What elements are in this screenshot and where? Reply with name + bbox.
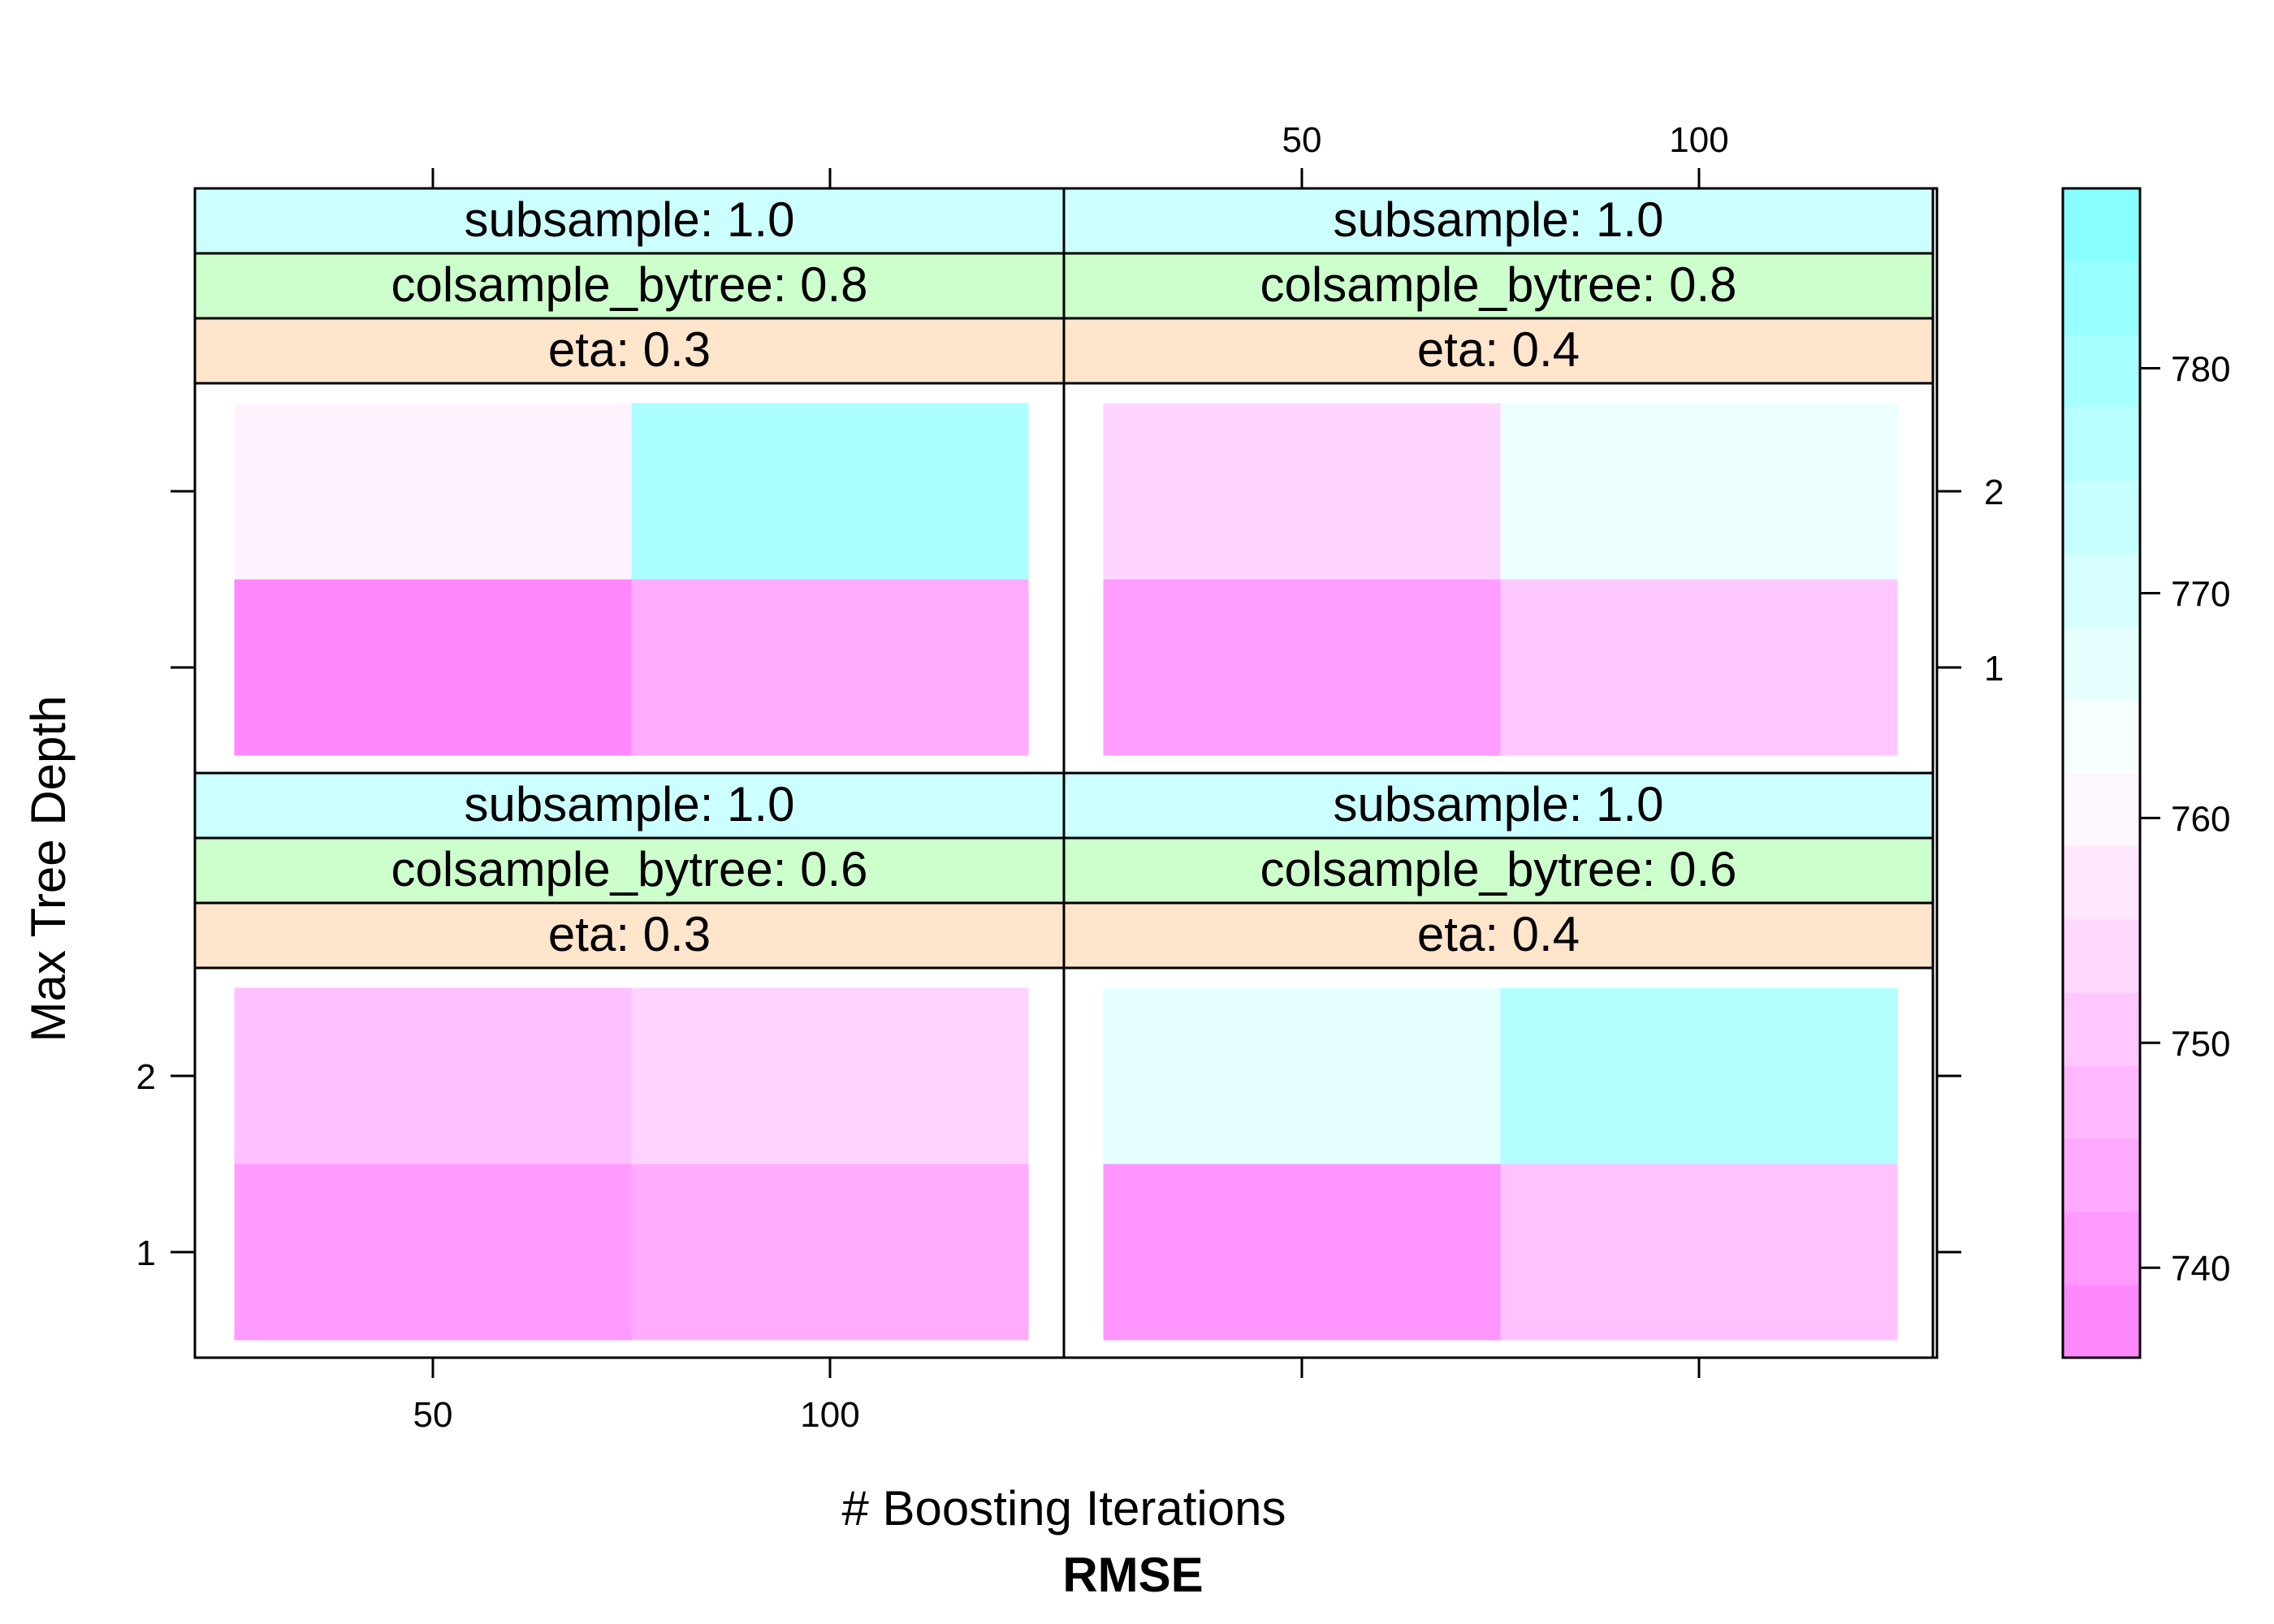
heatmap-cell (631, 1164, 1029, 1341)
strip-subsample (193, 771, 1066, 840)
strip-label: colsample_bytree: 0.6 (391, 842, 868, 896)
axes: 50 100 50 100 1 2 1 2 (136, 120, 2004, 1435)
strip-label: colsample_bytree: 0.6 (1260, 842, 1737, 896)
strip-label: subsample: 1.0 (465, 777, 795, 831)
strip-label: colsample_bytree: 0.8 (1260, 257, 1737, 312)
strip-label: eta: 0.3 (548, 907, 711, 961)
heatmap-cell (1500, 403, 1898, 580)
strip-label: subsample: 1.0 (1334, 192, 1664, 247)
strip-subsample (193, 187, 1066, 255)
y-tick-label: 1 (1984, 649, 2004, 689)
panel-3: subsample: 1.0 colsample_bytree: 0.8 eta: … (193, 187, 1066, 775)
colorbar-band (2063, 773, 2140, 847)
heatmap-cell (1103, 403, 1501, 580)
colorbar-frame (2061, 187, 2142, 1359)
heatmap-cell (1500, 1164, 1898, 1341)
heatmap-cell (234, 1164, 632, 1341)
colorbar-band (2063, 627, 2140, 701)
y-tick-label: 1 (136, 1233, 156, 1273)
strip-eta (1062, 317, 1935, 385)
heatmap-cell (234, 987, 632, 1164)
panels: subsample: 1.0 colsample_bytree: 0.6 eta: … (193, 187, 1935, 1359)
heatmap-cell (1500, 987, 1898, 1164)
x-tick-label: 50 (413, 1395, 453, 1435)
colorbar-band (2063, 846, 2140, 920)
colorbar-tick-label: 770 (2171, 574, 2230, 614)
y-tick-label: 2 (136, 1057, 156, 1097)
heatmap-cell (1103, 987, 1501, 1164)
colorbar-band (2063, 700, 2140, 774)
strip-colsample-bytree (193, 836, 1066, 905)
strip-label: eta: 0.4 (1417, 907, 1580, 961)
x-tick-label: 100 (800, 1395, 859, 1435)
panel-4: subsample: 1.0 colsample_bytree: 0.8 eta: … (1062, 187, 1935, 775)
y-axis-title: Max Tree Depth (21, 696, 76, 1043)
colorbar-title: RMSE (1062, 1548, 1203, 1602)
x-tick-label: 100 (1669, 120, 1728, 160)
colorbar-band (2063, 335, 2140, 408)
heatmap-cell (234, 403, 632, 580)
heatmap-cell (631, 579, 1029, 756)
colorbar-band (2063, 261, 2140, 335)
colorbar-band (2063, 408, 2140, 482)
panel-2: subsample: 1.0 colsample_bytree: 0.6 eta: … (1062, 771, 1935, 1359)
strip-label: subsample: 1.0 (465, 192, 795, 247)
heatmap-cell (1103, 579, 1501, 756)
colorbar-band (2063, 992, 2140, 1066)
strip-label: eta: 0.3 (548, 322, 711, 377)
colorbar-band (2063, 1285, 2140, 1358)
strip-label: colsample_bytree: 0.8 (391, 257, 868, 312)
colorbar-band (2063, 1212, 2140, 1285)
colorbar-tick-label: 780 (2171, 350, 2230, 390)
colorbar-band (2063, 1065, 2140, 1139)
strip-subsample (1062, 771, 1935, 840)
heatmap-cell (631, 987, 1029, 1164)
colorbar-band (2063, 554, 2140, 628)
colorbar: 740 750 760 770 780 (2061, 187, 2230, 1359)
x-tick-label: 50 (1282, 120, 1322, 160)
panel-1: subsample: 1.0 colsample_bytree: 0.6 eta: … (193, 771, 1066, 1359)
colorbar-tick-label: 760 (2171, 799, 2230, 839)
plot-frame (193, 187, 1939, 1359)
colorbar-band (2063, 188, 2140, 262)
strip-eta (193, 901, 1066, 970)
colorbar-tick-label: 750 (2171, 1024, 2230, 1064)
colorbar-band (2063, 1138, 2140, 1212)
colorbar-band (2063, 481, 2140, 555)
colorbar-tick-label: 740 (2171, 1249, 2230, 1289)
heatmap-cell (1103, 1164, 1501, 1341)
strip-label: subsample: 1.0 (1334, 777, 1664, 831)
heatmap-cell (234, 579, 632, 756)
heatmap-cell (631, 403, 1029, 580)
heatmap-cell (1500, 579, 1898, 756)
x-axis-title: # Boosting Iterations (841, 1481, 1286, 1535)
colorbar-band (2063, 919, 2140, 993)
strip-label: eta: 0.4 (1417, 322, 1580, 377)
panel-border (1062, 382, 1935, 775)
y-tick-label: 2 (1984, 473, 2004, 512)
strip-eta (1062, 901, 1935, 970)
strip-colsample-bytree (1062, 252, 1935, 320)
